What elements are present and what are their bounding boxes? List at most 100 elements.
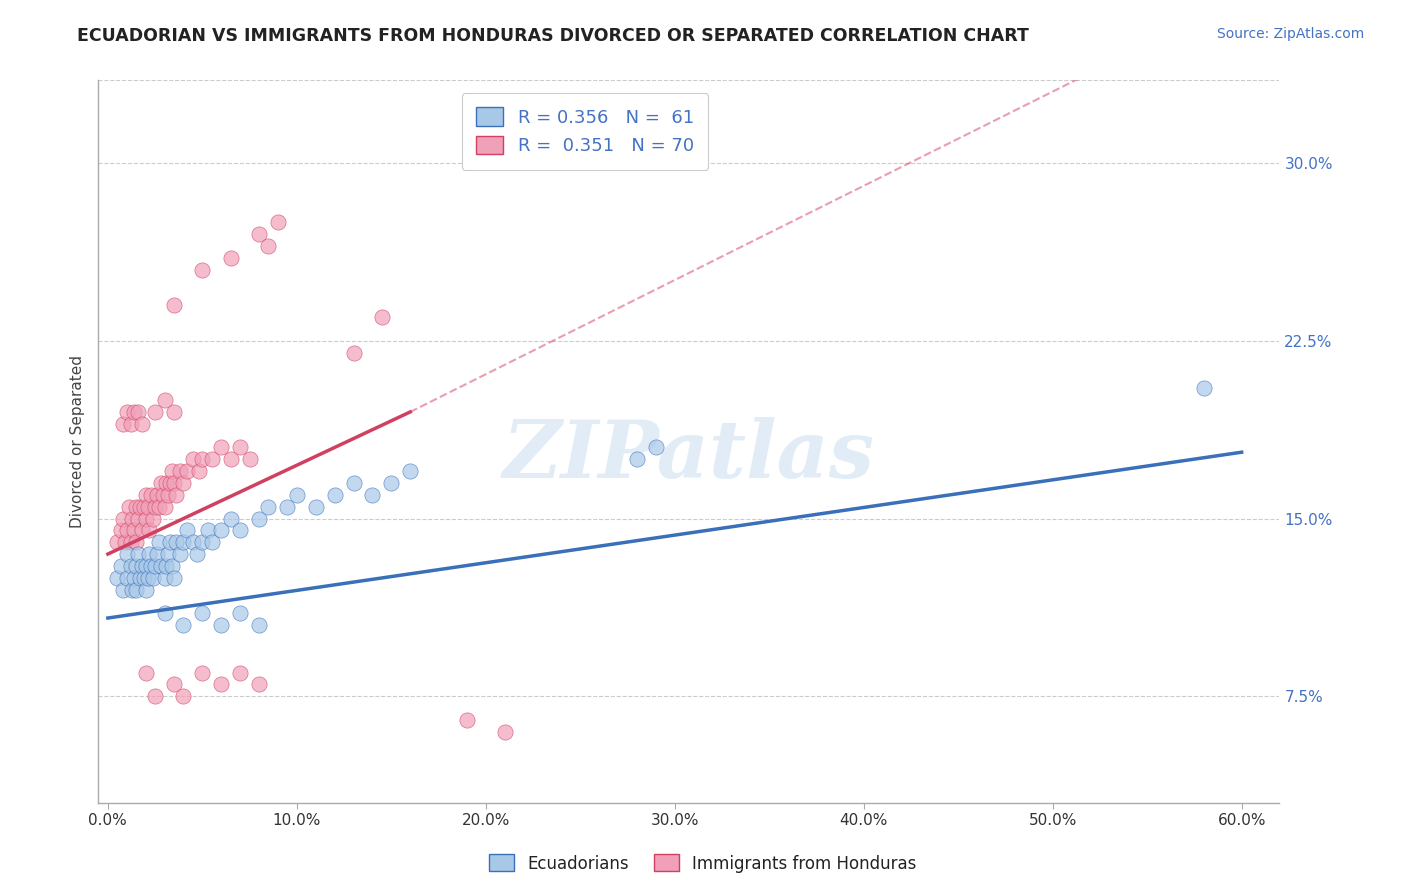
Point: [219, 511, 242, 525]
Point: [120, 535, 142, 549]
Point: [229, 607, 252, 621]
Point: [187, 464, 209, 478]
Point: [257, 239, 280, 253]
Point: [229, 665, 252, 680]
Point: [110, 558, 132, 573]
Point: [153, 500, 176, 514]
Point: [136, 500, 159, 514]
Point: [141, 558, 163, 573]
Point: [143, 689, 166, 703]
Point: [114, 535, 136, 549]
Point: [172, 535, 194, 549]
Point: [247, 511, 270, 525]
Point: [120, 558, 142, 573]
Point: [159, 475, 181, 490]
Point: [127, 511, 149, 525]
Point: [153, 571, 176, 585]
Point: [105, 535, 128, 549]
Point: [136, 571, 159, 585]
Point: [115, 405, 138, 419]
Text: ECUADORIAN VS IMMIGRANTS FROM HONDURAS DIVORCED OR SEPARATED CORRELATION CHART: ECUADORIAN VS IMMIGRANTS FROM HONDURAS D…: [77, 27, 1029, 45]
Point: [219, 251, 242, 265]
Point: [247, 227, 270, 242]
Point: [219, 452, 242, 467]
Point: [111, 582, 134, 597]
Point: [153, 393, 176, 408]
Point: [305, 500, 328, 514]
Point: [146, 488, 169, 502]
Point: [342, 475, 364, 490]
Point: [456, 713, 478, 727]
Point: [201, 452, 224, 467]
Point: [115, 547, 138, 561]
Point: [111, 417, 134, 431]
Point: [131, 417, 153, 431]
Point: [176, 524, 198, 538]
Legend: Ecuadorians, Immigrants from Honduras: Ecuadorians, Immigrants from Honduras: [482, 847, 924, 880]
Point: [159, 535, 181, 549]
Point: [124, 571, 146, 585]
Point: [110, 524, 132, 538]
Point: [181, 452, 204, 467]
Point: [209, 618, 232, 632]
Point: [131, 524, 153, 538]
Point: [160, 464, 183, 478]
Point: [135, 488, 157, 502]
Point: [155, 475, 177, 490]
Point: [157, 547, 180, 561]
Point: [153, 607, 176, 621]
Point: [143, 558, 166, 573]
Point: [176, 464, 198, 478]
Point: [201, 535, 224, 549]
Point: [191, 262, 214, 277]
Point: [135, 558, 157, 573]
Point: [239, 452, 262, 467]
Point: [163, 405, 186, 419]
Point: [371, 310, 394, 325]
Point: [276, 500, 298, 514]
Point: [125, 500, 148, 514]
Point: [172, 475, 194, 490]
Point: [111, 511, 134, 525]
Point: [124, 524, 146, 538]
Point: [138, 547, 160, 561]
Text: Source: ZipAtlas.com: Source: ZipAtlas.com: [1216, 27, 1364, 41]
Point: [342, 345, 364, 359]
Point: [209, 677, 232, 691]
Point: [143, 500, 166, 514]
Point: [127, 405, 149, 419]
Point: [125, 535, 148, 549]
Point: [146, 547, 169, 561]
Point: [163, 298, 186, 312]
Point: [626, 452, 648, 467]
Point: [191, 535, 214, 549]
Point: [644, 441, 666, 455]
Point: [127, 547, 149, 561]
Point: [155, 558, 177, 573]
Point: [267, 215, 290, 229]
Point: [148, 500, 170, 514]
Point: [361, 488, 384, 502]
Point: [115, 524, 138, 538]
Point: [285, 488, 308, 502]
Point: [160, 558, 183, 573]
Point: [209, 441, 232, 455]
Point: [121, 511, 143, 525]
Point: [125, 558, 148, 573]
Point: [138, 524, 160, 538]
Point: [181, 535, 204, 549]
Point: [191, 452, 214, 467]
Point: [132, 500, 155, 514]
Point: [323, 488, 346, 502]
Point: [129, 571, 152, 585]
Point: [135, 665, 157, 680]
Point: [124, 405, 146, 419]
Point: [142, 511, 165, 525]
Point: [143, 405, 166, 419]
Point: [209, 524, 232, 538]
Point: [380, 475, 402, 490]
Point: [494, 724, 516, 739]
Text: ZIPatlas: ZIPatlas: [503, 417, 875, 495]
Point: [125, 582, 148, 597]
Point: [152, 488, 174, 502]
